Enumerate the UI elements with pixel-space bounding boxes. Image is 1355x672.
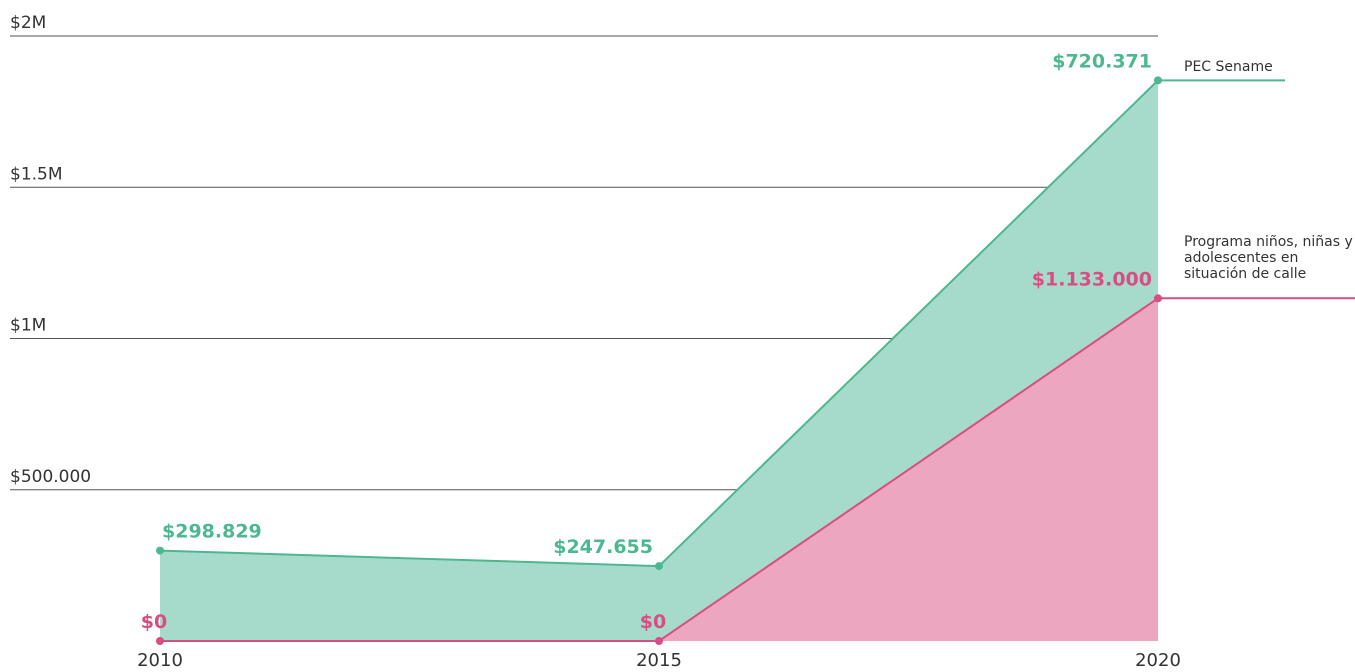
- area: [160, 80, 1158, 641]
- y-tick-label: $1M: [10, 316, 46, 336]
- point: [655, 562, 663, 571]
- y-tick-label: $500.000: [10, 467, 91, 487]
- area: [160, 298, 1158, 641]
- value-label: $720.371: [1052, 50, 1152, 72]
- value-label: $0: [141, 611, 167, 633]
- point: [1154, 76, 1162, 85]
- point: [655, 637, 663, 645]
- legend-label: PEC Sename: [1184, 59, 1273, 76]
- x-tick-label: 2010: [137, 650, 183, 671]
- legend-label: Programa niños, niñas y adolescentes en …: [1184, 234, 1353, 283]
- y-tick-label: $1.5M: [10, 164, 63, 184]
- x-tick-label: 2015: [636, 650, 682, 671]
- value-label: $1.133.000: [1032, 268, 1152, 290]
- value-label: $0: [640, 611, 666, 633]
- point: [1154, 294, 1162, 303]
- value-label: $247.655: [553, 536, 653, 558]
- legend-label-box: PEC Sename: [1184, 59, 1273, 76]
- point: [156, 546, 164, 555]
- point: [156, 637, 164, 645]
- legend-label-box: Programa niños, niñas y adolescentes en …: [1184, 234, 1353, 283]
- x-tick-label: 2020: [1135, 650, 1181, 671]
- value-label: $298.829: [162, 521, 262, 543]
- y-tick-label: $2M: [10, 13, 46, 33]
